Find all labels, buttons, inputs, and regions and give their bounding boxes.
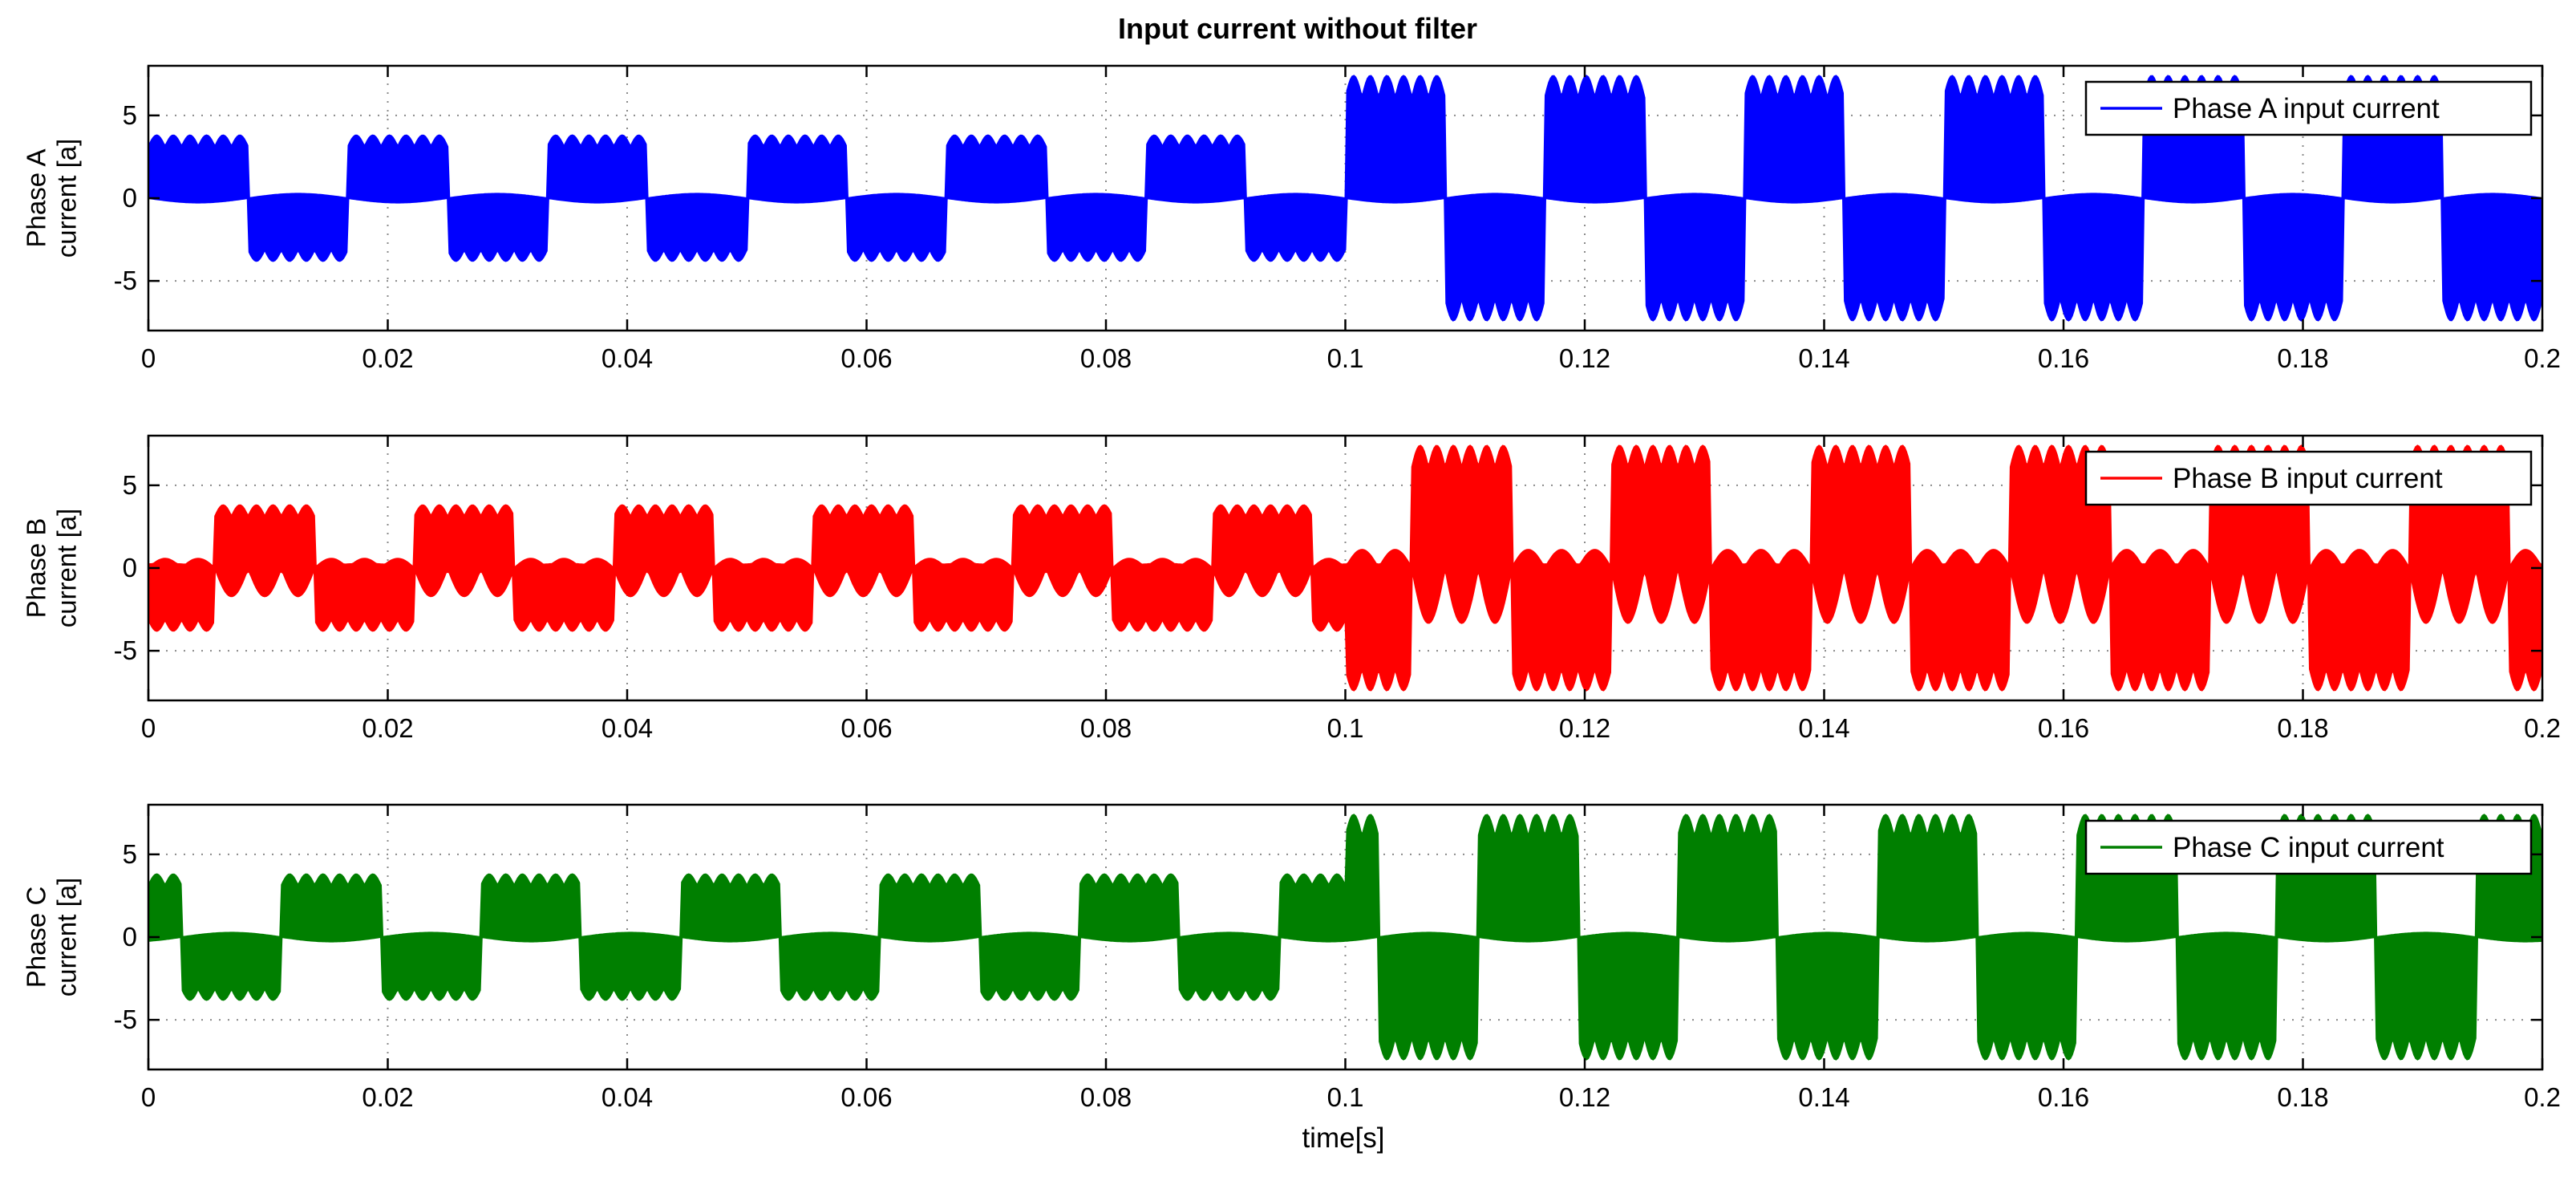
x-tick-label: 0.02: [362, 1082, 413, 1112]
y-axis-label: Phase Bcurrent [a]: [22, 509, 82, 628]
subplot-c: 0 0.02 0.04 0.06 0.08 0.1 0.12 0.14 0.16 0.18 0.2 -…: [22, 803, 2561, 1112]
x-tick-label: 0.08: [1080, 713, 1132, 743]
x-tick-label: 0.02: [362, 713, 413, 743]
x-tick-label: 0.02: [362, 343, 413, 373]
x-tick-label: 0.14: [1798, 1082, 1849, 1112]
x-tick-label: 0.14: [1798, 713, 1849, 743]
y-tick-label: -5: [114, 266, 137, 295]
y-axis-label-line1: Phase A: [22, 149, 51, 248]
y-tick-label: 0: [123, 553, 137, 582]
x-axis: 0 0.02 0.04 0.06 0.08 0.1 0.12 0.14 0.16 0.18 0.2: [141, 436, 2561, 743]
x-tick-label: 0.1: [1327, 343, 1364, 373]
x-tick-label: 0.04: [601, 343, 653, 373]
chart-title: Input current without filter: [1118, 12, 1477, 45]
series-phase-b-input-current: [148, 444, 2542, 692]
y-axis-label: Phase Ccurrent [a]: [22, 878, 82, 997]
y-axis-label-line2: current [a]: [52, 878, 82, 997]
y-tick-label: 5: [123, 100, 137, 130]
x-tick-label: 0.08: [1080, 343, 1132, 373]
y-tick-label: 0: [123, 183, 137, 213]
x-tick-label: 0.06: [840, 713, 892, 743]
y-tick-label: 5: [123, 839, 137, 869]
x-tick-label: 0.16: [2038, 343, 2089, 373]
x-tick-label: 0.1: [1327, 713, 1364, 743]
x-tick-label: 0.12: [1559, 1082, 1610, 1112]
y-tick-label: 5: [123, 470, 137, 500]
x-tick-label: 0.18: [2277, 1082, 2328, 1112]
x-tick-label: 0.04: [601, 713, 653, 743]
series-phase-c-input-current: [148, 814, 2542, 1061]
x-tick-label: 0.16: [2038, 713, 2089, 743]
x-tick-label: 0.18: [2277, 713, 2328, 743]
x-tick-label: 0.04: [601, 1082, 653, 1112]
subplot-b: 0 0.02 0.04 0.06 0.08 0.1 0.12 0.14 0.16 0.18 0.2 -…: [22, 434, 2561, 743]
x-tick-label: 0.2: [2524, 713, 2561, 743]
y-tick-label: -5: [114, 1005, 137, 1034]
x-tick-label: 0.12: [1559, 343, 1610, 373]
legend-label: Phase B input current: [2173, 463, 2443, 494]
x-tick-label: 0.14: [1798, 343, 1849, 373]
x-tick-label: 0.16: [2038, 1082, 2089, 1112]
x-axis: 0 0.02 0.04 0.06 0.08 0.1 0.12 0.14 0.16 0.18 0.2: [141, 66, 2561, 373]
x-tick-label: 0.08: [1080, 1082, 1132, 1112]
x-tick-label: 0: [141, 713, 156, 743]
series-area: [148, 75, 2542, 322]
y-axis-label-line2: current [a]: [52, 509, 82, 628]
x-tick-label: 0.2: [2524, 343, 2561, 373]
series-area: [148, 814, 2542, 1061]
x-tick-label: 0.06: [840, 343, 892, 373]
x-tick-label: 0.2: [2524, 1082, 2561, 1112]
subplots: 0 0.02 0.04 0.06 0.08 0.1 0.12 0.14 0.16 0.18 0.2 -…: [22, 64, 2561, 1112]
legend-label: Phase C input current: [2173, 832, 2444, 863]
x-tick-label: 0: [141, 343, 156, 373]
y-axis: -5 0 5: [114, 839, 2542, 1034]
y-axis-label-line2: current [a]: [52, 139, 82, 258]
series-phase-a-input-current: [148, 75, 2542, 322]
y-axis: -5 0 5: [114, 100, 2542, 295]
x-tick-label: 0.18: [2277, 343, 2328, 373]
legend: Phase A input current: [2084, 80, 2533, 136]
x-axis-label: time[s]: [1302, 1122, 1384, 1154]
x-axis: 0 0.02 0.04 0.06 0.08 0.1 0.12 0.14 0.16 0.18 0.2: [141, 805, 2561, 1112]
x-tick-label: 0: [141, 1082, 156, 1112]
legend: Phase C input current: [2084, 819, 2533, 875]
y-axis: -5 0 5: [114, 470, 2542, 665]
series-area: [148, 444, 2542, 692]
y-tick-label: -5: [114, 635, 137, 665]
y-axis-label: Phase Acurrent [a]: [22, 139, 82, 258]
legend: Phase B input current: [2084, 450, 2533, 506]
y-tick-label: 0: [123, 922, 137, 952]
y-axis-label-line1: Phase B: [22, 518, 51, 619]
x-tick-label: 0.1: [1327, 1082, 1364, 1112]
y-axis-label-line1: Phase C: [22, 887, 51, 988]
x-tick-label: 0.06: [840, 1082, 892, 1112]
legend-label: Phase A input current: [2173, 93, 2440, 124]
subplot-a: 0 0.02 0.04 0.06 0.08 0.1 0.12 0.14 0.16 0.18 0.2 -…: [22, 64, 2561, 373]
x-tick-label: 0.12: [1559, 713, 1610, 743]
